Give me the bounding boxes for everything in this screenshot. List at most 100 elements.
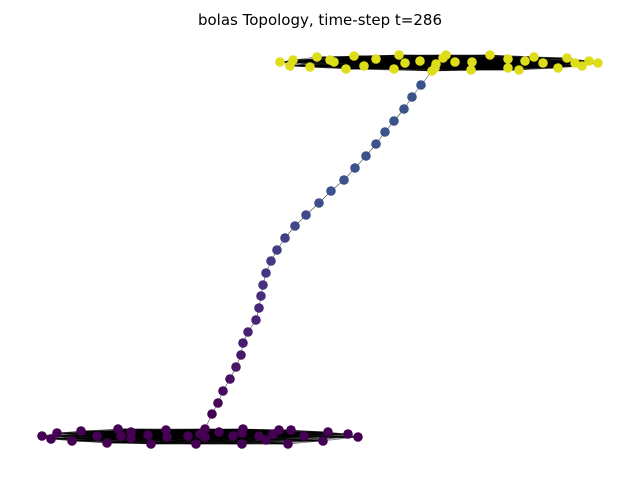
top-cluster-edge xyxy=(398,54,568,59)
bottom-cluster-edge xyxy=(265,431,329,441)
bottom-cluster-edge xyxy=(327,431,359,438)
bottom-cluster-edge xyxy=(117,428,168,438)
bottom-cluster-edge xyxy=(80,430,243,445)
top-cluster-edge xyxy=(333,54,447,63)
top-cluster-edge xyxy=(345,58,509,70)
bottom-cluster-edge xyxy=(41,435,267,441)
path-node xyxy=(399,104,409,114)
bottom-cluster-edge xyxy=(41,432,243,437)
top-cluster-edge xyxy=(393,62,599,70)
top-cluster-edge xyxy=(393,60,526,70)
top-cluster-edge xyxy=(333,54,400,63)
top-cluster-node xyxy=(503,54,513,64)
bottom-cluster-node xyxy=(116,431,126,441)
top-cluster-edge xyxy=(434,54,491,69)
bottom-cluster-edge xyxy=(290,429,349,435)
bottom-cluster-edge xyxy=(165,428,206,431)
bottom-cluster-edge xyxy=(96,435,359,438)
top-cluster-edge xyxy=(329,59,433,72)
path-node xyxy=(243,327,253,337)
top-cluster-edge xyxy=(434,67,472,71)
path-node xyxy=(207,409,217,419)
top-cluster-edge xyxy=(442,57,559,69)
bottom-cluster-edge xyxy=(165,429,201,435)
bottom-cluster-edge xyxy=(150,433,274,445)
bottom-cluster-edge xyxy=(71,440,243,445)
top-cluster-edge xyxy=(431,67,559,72)
top-cluster-edge xyxy=(470,60,590,71)
bottom-cluster-edge xyxy=(241,431,329,445)
bottom-cluster-edge xyxy=(50,435,122,440)
top-cluster-node xyxy=(389,64,399,74)
bottom-cluster-edge xyxy=(117,428,274,435)
bottom-cluster-edge xyxy=(232,435,324,442)
top-cluster-edge xyxy=(431,56,535,72)
top-cluster-edge xyxy=(404,62,559,69)
bottom-cluster-node xyxy=(283,439,293,449)
bottom-cluster-edge xyxy=(130,429,292,433)
top-cluster-edge xyxy=(471,57,568,63)
bottom-cluster-edge xyxy=(130,431,189,437)
path-node xyxy=(407,92,417,102)
top-cluster-edge xyxy=(279,61,520,71)
top-cluster-edge xyxy=(316,56,365,67)
bottom-cluster-node xyxy=(76,426,86,436)
bottom-cluster-edge xyxy=(56,432,152,445)
bottom-cluster-edge xyxy=(287,440,324,445)
bottom-cluster-edge xyxy=(166,436,324,442)
top-cluster-edge xyxy=(316,56,509,60)
top-cluster-edge xyxy=(309,65,365,68)
top-cluster-edge xyxy=(279,54,447,63)
bottom-cluster-edge xyxy=(96,435,152,445)
top-cluster-node xyxy=(538,58,548,68)
path-node xyxy=(254,303,264,313)
top-cluster-edge xyxy=(393,63,437,70)
top-cluster-node xyxy=(349,51,359,61)
top-cluster-edge xyxy=(345,62,406,70)
bottom-cluster-node xyxy=(191,439,201,449)
top-cluster-edge xyxy=(279,61,437,65)
top-cluster-edge xyxy=(375,58,583,67)
bottom-cluster-edge xyxy=(204,436,289,445)
top-cluster-edge xyxy=(309,54,400,68)
top-cluster-edge xyxy=(518,67,559,71)
bottom-cluster-edge xyxy=(204,428,244,438)
bottom-cluster-edge xyxy=(71,436,206,442)
top-cluster-edge xyxy=(329,59,520,71)
bottom-cluster-edge xyxy=(96,431,132,437)
bottom-cluster-node xyxy=(161,425,171,435)
top-cluster-edge xyxy=(333,56,535,63)
path-node xyxy=(251,315,261,325)
top-cluster-edge xyxy=(533,56,568,59)
top-cluster-edge xyxy=(292,54,400,61)
bottom-cluster-edge xyxy=(71,432,243,442)
bottom-cluster-edge xyxy=(322,436,359,442)
top-cluster-edge xyxy=(393,57,568,70)
bottom-cluster-edge xyxy=(166,436,197,445)
top-cluster-edge xyxy=(442,54,491,59)
bottom-cluster-edge xyxy=(204,428,329,433)
top-cluster-edge xyxy=(363,60,421,67)
bottom-cluster-edge xyxy=(290,429,329,433)
bottom-cluster-edge xyxy=(147,434,305,437)
top-cluster-edge xyxy=(454,58,509,63)
top-cluster-edge xyxy=(309,66,436,69)
top-cluster-edge xyxy=(289,65,472,71)
top-cluster-edge xyxy=(316,56,509,69)
top-cluster-edge xyxy=(375,58,421,62)
bottom-cluster-edge xyxy=(204,436,243,445)
top-cluster-edge xyxy=(316,56,472,71)
top-cluster-edge xyxy=(470,58,509,71)
top-cluster-edge xyxy=(445,54,509,60)
top-cluster-edge xyxy=(471,61,509,69)
bottom-cluster-edge xyxy=(147,428,206,436)
top-cluster-edge xyxy=(375,54,491,60)
top-cluster-edge xyxy=(393,68,433,72)
bottom-cluster-node xyxy=(237,439,247,449)
bottom-cluster-edge xyxy=(195,436,359,445)
bottom-cluster-edge xyxy=(150,435,305,445)
top-cluster-edge xyxy=(431,62,599,72)
bottom-cluster-edge xyxy=(150,429,292,445)
bottom-cluster-edge xyxy=(195,435,260,445)
bottom-cluster-edge xyxy=(106,442,152,445)
